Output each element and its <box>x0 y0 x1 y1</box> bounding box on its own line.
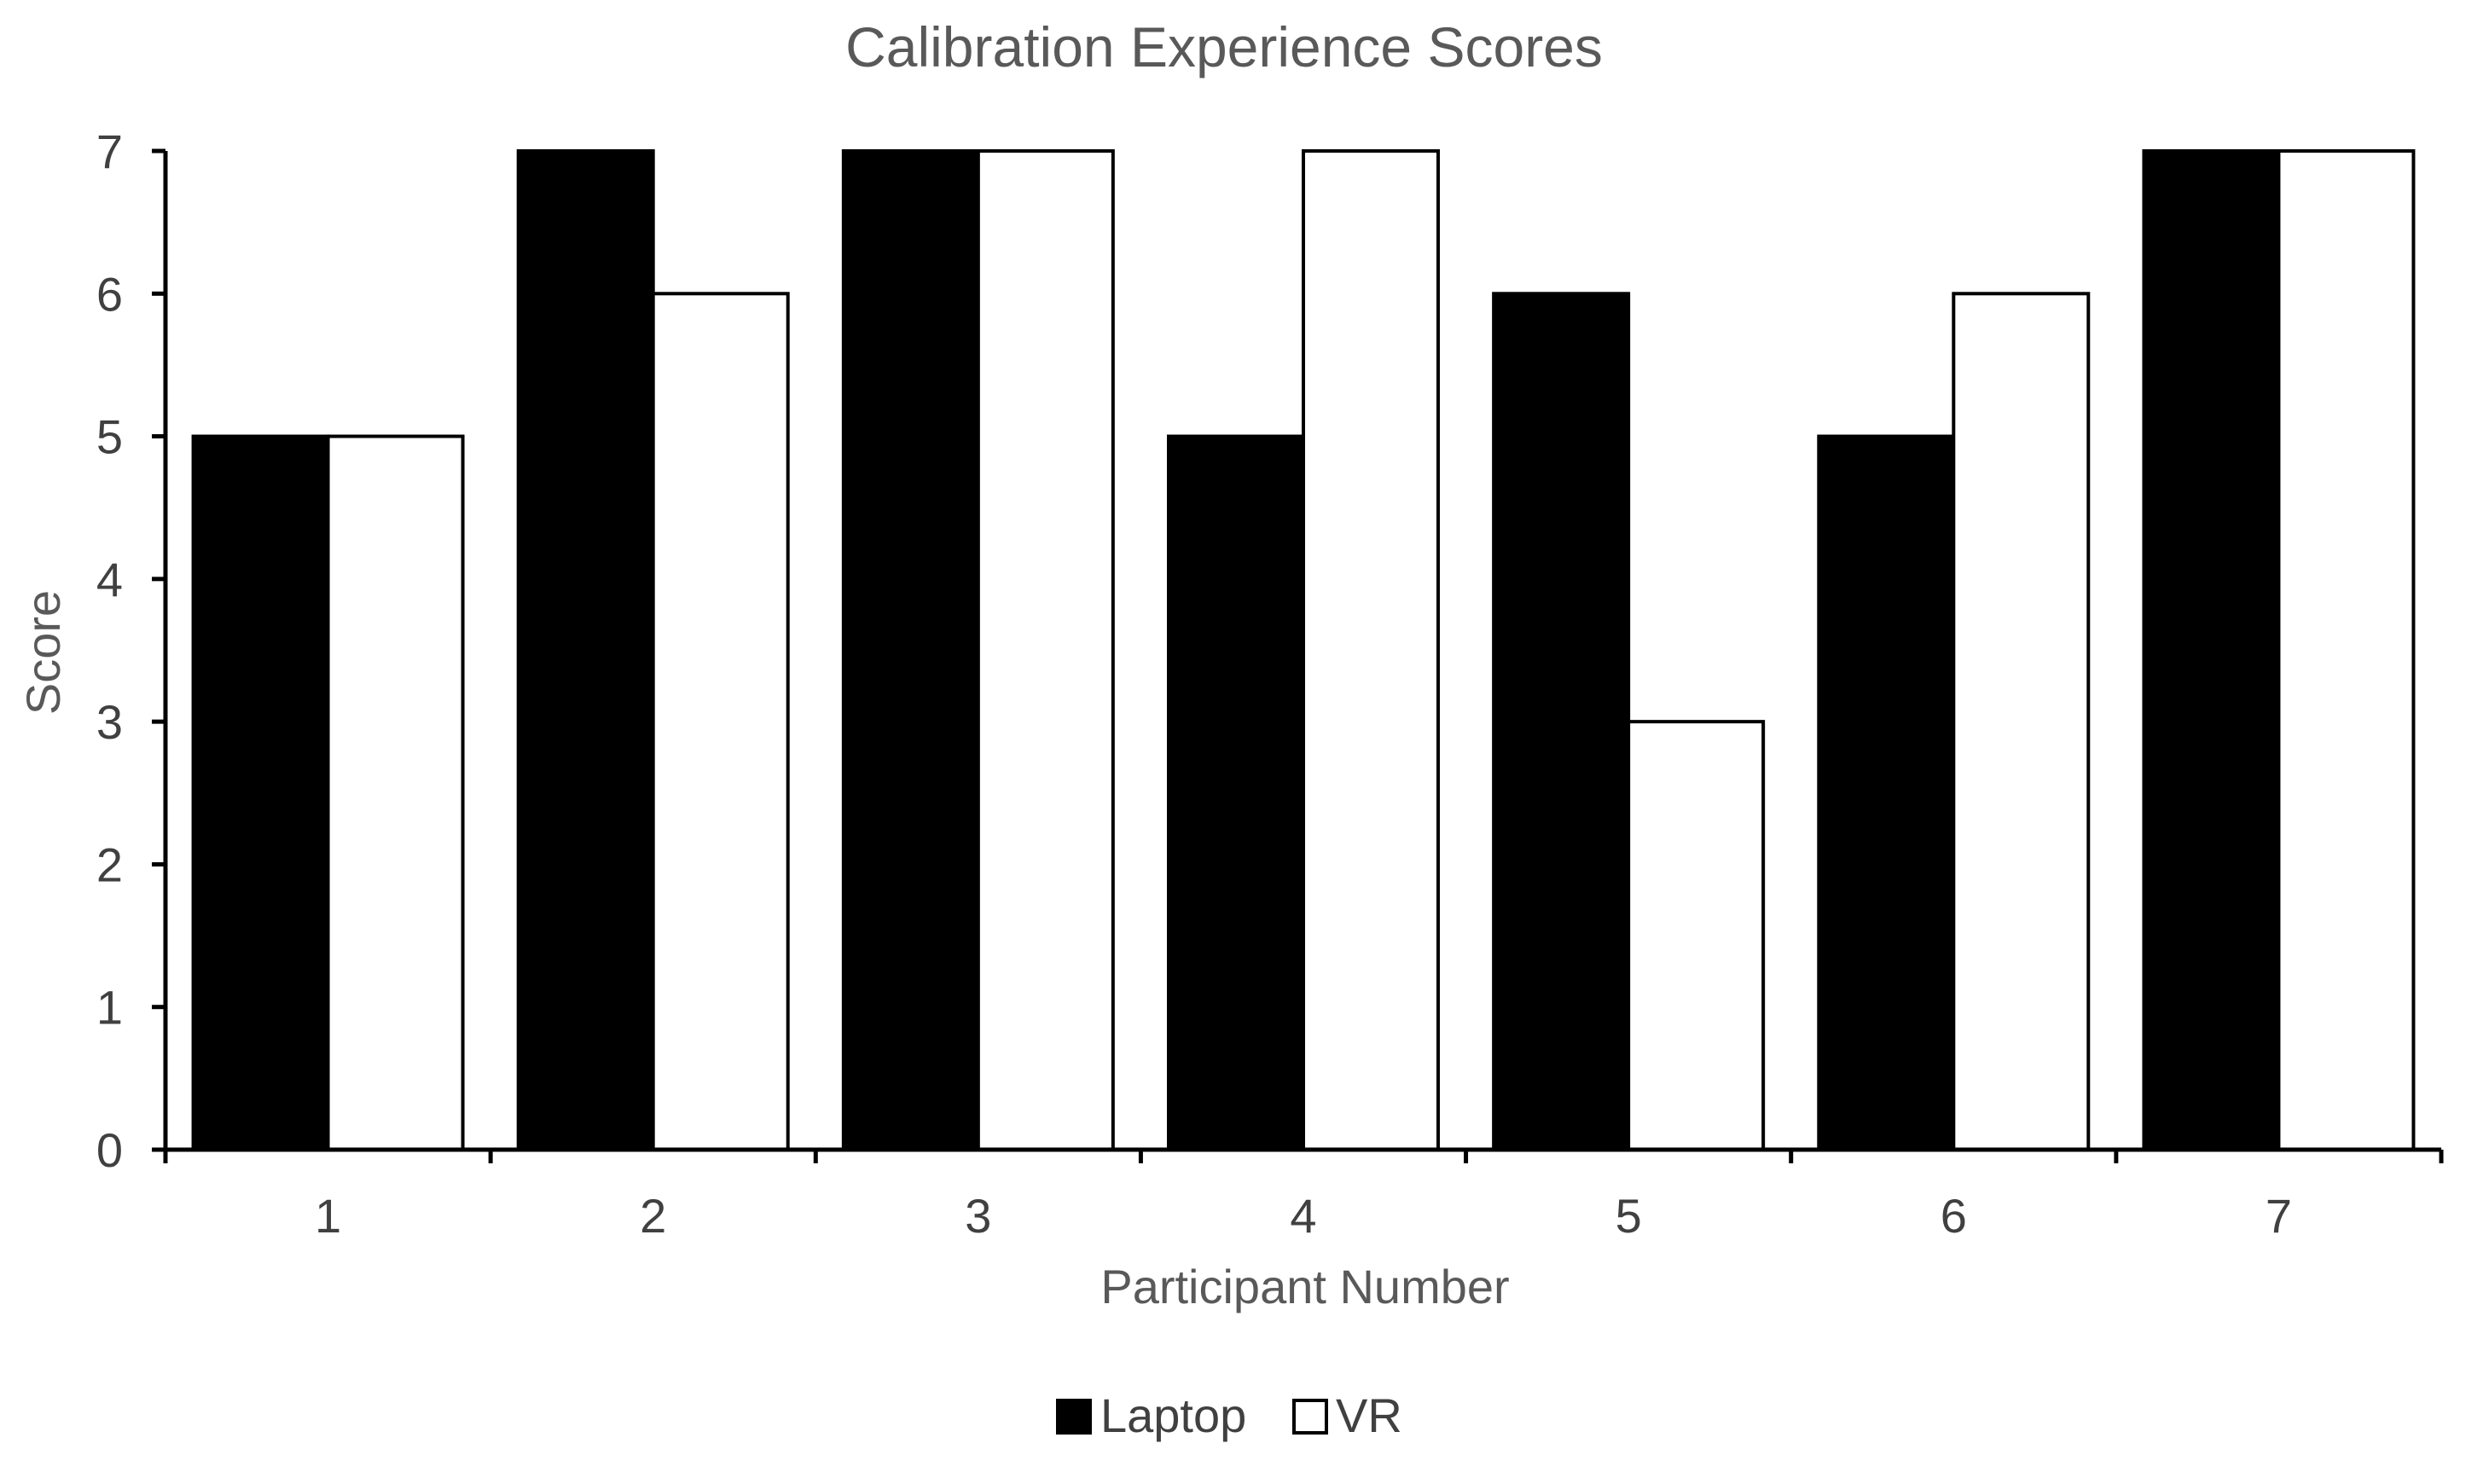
x-axis-label: Participant Number <box>1100 1260 1509 1313</box>
x-tick-label-3: 3 <box>965 1189 991 1243</box>
legend-label-laptop: Laptop <box>1100 1388 1246 1442</box>
y-tick-label-4: 4 <box>96 553 123 606</box>
x-tick-label-4: 4 <box>1290 1189 1316 1243</box>
bar-laptop-1 <box>191 434 330 1152</box>
y-tick-label-3: 3 <box>96 695 123 749</box>
y-tick-label-7: 7 <box>96 125 123 178</box>
y-tick-label-0: 0 <box>96 1123 123 1177</box>
bar-vr-5 <box>1627 720 1766 1152</box>
bar-vr-1 <box>326 434 465 1152</box>
legend-label-vr: VR <box>1336 1388 1402 1442</box>
chart-title: Calibration Experience Scores <box>845 15 1603 78</box>
y-tick-label-2: 2 <box>96 838 123 891</box>
x-tick-label-7: 7 <box>2266 1189 2292 1243</box>
legend: Laptop VR <box>1056 1388 1402 1442</box>
bar-vr-3 <box>976 149 1115 1151</box>
bar-laptop-3 <box>841 149 980 1151</box>
bar-vr-2 <box>651 292 790 1151</box>
x-tick-label-6: 6 <box>1941 1189 1967 1243</box>
y-tick-label-1: 1 <box>96 981 123 1035</box>
bar-vr-7 <box>2277 149 2416 1151</box>
y-axis-label: Score <box>16 590 70 715</box>
plot-area: 0 1 2 3 4 5 6 7 1 2 3 4 5 6 7 <box>96 125 2444 1243</box>
bar-vr-4 <box>1302 149 1440 1151</box>
bar-laptop-7 <box>2142 149 2281 1151</box>
y-tick-label-5: 5 <box>96 410 123 464</box>
legend-swatch-vr <box>1292 1399 1328 1435</box>
bar-laptop-6 <box>1817 434 1956 1152</box>
bar-vr-6 <box>1952 292 2091 1151</box>
x-tick-label-1: 1 <box>315 1189 341 1243</box>
y-tick-label-6: 6 <box>96 267 123 321</box>
legend-swatch-laptop <box>1056 1399 1092 1435</box>
x-tick-label-5: 5 <box>1616 1189 1642 1243</box>
x-tick-label-2: 2 <box>640 1189 666 1243</box>
bar-laptop-4 <box>1167 434 1305 1152</box>
bar-laptop-5 <box>1492 292 1631 1151</box>
bar-laptop-2 <box>516 149 655 1151</box>
